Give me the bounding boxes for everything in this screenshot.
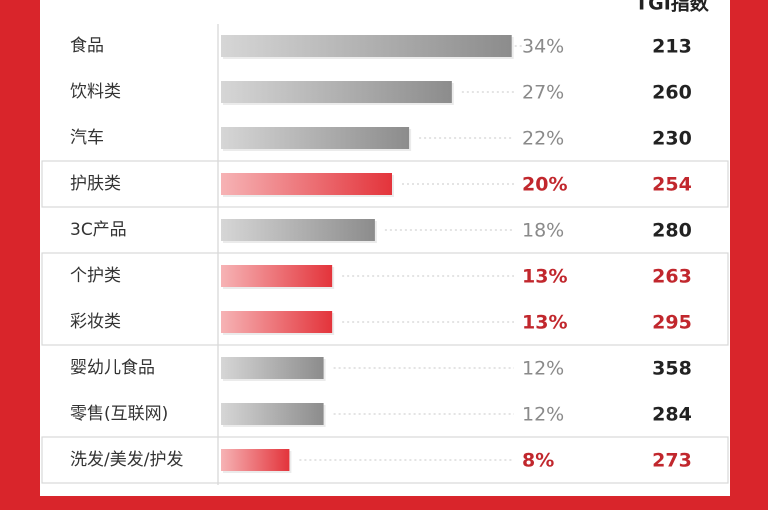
value-label: 34% xyxy=(522,36,564,58)
tgi-value: 254 xyxy=(652,174,692,196)
category-label: 个护类 xyxy=(70,266,121,286)
highlight-box xyxy=(41,436,729,484)
category-label: 3C产品 xyxy=(70,220,127,240)
tgi-value: 273 xyxy=(652,450,692,472)
tgi-value: 213 xyxy=(652,36,692,58)
highlight-box xyxy=(41,160,729,208)
bar xyxy=(221,81,452,103)
bar xyxy=(221,403,324,425)
category-label: 彩妆类 xyxy=(70,312,121,332)
bar xyxy=(221,311,333,333)
category-label: 洗发/美发/护发 xyxy=(70,450,183,470)
tgi-value: 295 xyxy=(652,312,692,334)
tgi-value: 358 xyxy=(652,358,692,380)
highlight-box xyxy=(41,252,729,346)
bar xyxy=(221,219,375,241)
value-label: 12% xyxy=(522,404,564,426)
category-label: 饮料类 xyxy=(70,82,121,102)
category-label: 护肤类 xyxy=(70,174,121,194)
category-label: 婴幼儿食品 xyxy=(70,358,155,378)
value-label: 13% xyxy=(522,266,567,288)
tgi-value: 280 xyxy=(652,220,692,242)
bar xyxy=(221,449,290,471)
category-label: 零售(互联网) xyxy=(70,404,168,424)
tgi-value: 230 xyxy=(652,128,692,150)
bar xyxy=(221,127,410,149)
value-label: 22% xyxy=(522,128,564,150)
bar xyxy=(221,35,512,57)
value-label: 27% xyxy=(522,82,564,104)
value-label: 20% xyxy=(522,174,567,196)
category-label: 汽车 xyxy=(70,128,104,148)
value-label: 8% xyxy=(522,450,554,472)
bar xyxy=(221,265,333,287)
tgi-value: 284 xyxy=(652,404,692,426)
tgi-value: 260 xyxy=(652,82,692,104)
bar xyxy=(221,357,324,379)
tgi-value: 263 xyxy=(652,266,692,288)
value-label: 18% xyxy=(522,220,564,242)
tgi-header: TGI指数 xyxy=(635,0,710,15)
bar xyxy=(221,173,392,195)
value-label: 12% xyxy=(522,358,564,380)
category-label: 食品 xyxy=(70,36,104,56)
value-label: 13% xyxy=(522,312,567,334)
